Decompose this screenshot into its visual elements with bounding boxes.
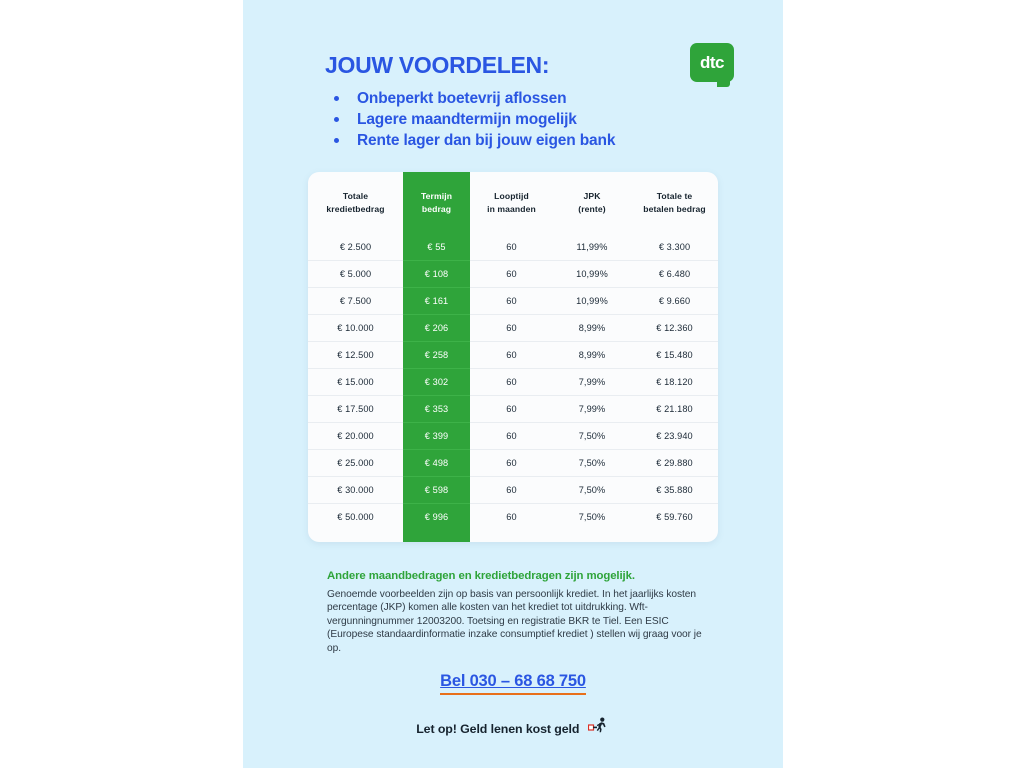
cell-termijn: € 399 — [403, 422, 470, 450]
cell-krediet: € 10.000 — [308, 314, 403, 342]
column-header-krediet: Totale kredietbedrag — [326, 191, 385, 214]
cell-looptijd: 60 — [470, 476, 553, 504]
cell-totaal: € 3.300 — [658, 242, 691, 252]
cell-jkp: 7,50% — [553, 422, 631, 450]
cell-jkp: 7,99% — [553, 395, 631, 423]
cell-looptijd: 60 — [506, 242, 517, 252]
cell-looptijd: 60 — [470, 422, 553, 450]
cell-jkp: 7,99% — [553, 368, 631, 396]
cell-totaal: € 18.120 — [631, 368, 718, 396]
footer-title: Andere maandbedragen en kredietbedragen … — [327, 570, 635, 582]
table-row: € 2.500 € 55 60 11,99% € 3.300 — [308, 234, 718, 261]
warning-block: Let op! Geld lenen kost geld — [243, 717, 783, 739]
cell-termijn: € 598 — [403, 476, 470, 504]
cell-looptijd: 60 — [470, 287, 553, 315]
logo-text: dtc — [700, 53, 725, 72]
cell-looptijd: 60 — [470, 395, 553, 423]
column-header-totaal: Totale te betalen bedrag — [643, 191, 706, 214]
cell-totaal: € 12.360 — [631, 314, 718, 342]
cell-totaal: € 35.880 — [631, 476, 718, 504]
table-row: € 10.000 € 206 60 8,99% € 12.360 — [308, 314, 718, 342]
cell-termijn: € 258 — [403, 341, 470, 369]
table-row: € 15.000 € 302 60 7,99% € 18.120 — [308, 368, 718, 396]
cell-krediet: € 20.000 — [308, 422, 403, 450]
cell-jkp: 8,99% — [553, 341, 631, 369]
walking-person-icon — [587, 717, 610, 738]
logo-body — [690, 43, 734, 82]
cell-jkp: 8,99% — [553, 314, 631, 342]
cell-looptijd: 60 — [470, 341, 553, 369]
rates-table: Totale kredietbedrag Termijn bedrag Loopti… — [308, 172, 718, 530]
cell-krediet: € 12.500 — [308, 341, 403, 369]
benefit-item-3: Rente lager dan bij jouw eigen bank — [325, 130, 745, 151]
table-row: € 20.000 € 399 60 7,50% € 23.940 — [308, 422, 718, 450]
cell-termijn: € 55 — [427, 242, 446, 252]
warning-text: Let op! Geld lenen kost geld — [416, 721, 580, 736]
cell-looptijd: 60 — [470, 314, 553, 342]
cell-krediet: € 50.000 — [308, 503, 403, 530]
cell-looptijd: 60 — [470, 368, 553, 396]
cell-jkp: 10,99% — [553, 260, 631, 288]
cell-totaal: € 29.880 — [631, 449, 718, 477]
cell-totaal: € 15.480 — [631, 341, 718, 369]
cell-krediet: € 25.000 — [308, 449, 403, 477]
dtc-logo: dtc — [690, 43, 734, 89]
table-row: € 30.000 € 598 60 7,50% € 35.880 — [308, 476, 718, 504]
cell-krediet: € 30.000 — [308, 476, 403, 504]
benefit-item-2: Lagere maandtermijn mogelijk — [325, 109, 745, 130]
footer-disclaimer: Genoemde voorbeelden zijn op basis van p… — [327, 589, 702, 654]
cell-krediet: € 7.500 — [308, 287, 403, 315]
header-block: JOUW VOORDELEN: Onbeperkt boetevrij aflo… — [325, 52, 745, 151]
rates-table-card: Totale kredietbedrag Termijn bedrag Loopti… — [308, 172, 718, 542]
cell-termijn: € 161 — [403, 287, 470, 315]
cell-jkp: 10,99% — [553, 287, 631, 315]
table-row: € 5.000 € 108 60 10,99% € 6.480 — [308, 260, 718, 288]
column-header-termijn: Termijn bedrag — [420, 191, 453, 214]
cell-termijn: € 498 — [403, 449, 470, 477]
cell-krediet: € 5.000 — [308, 260, 403, 288]
cell-termijn: € 206 — [403, 314, 470, 342]
cell-totaal: € 23.940 — [631, 422, 718, 450]
column-header-looptijd: Looptijd in maanden — [487, 191, 536, 214]
cell-jkp: 7,50% — [553, 476, 631, 504]
cell-totaal: € 9.660 — [631, 287, 718, 315]
cell-looptijd: 60 — [470, 503, 553, 530]
poster-canvas: JOUW VOORDELEN: Onbeperkt boetevrij aflo… — [243, 0, 783, 768]
cell-termijn: € 108 — [403, 260, 470, 288]
table-row: € 12.500 € 258 60 8,99% € 15.480 — [308, 341, 718, 369]
table-header-row: Totale kredietbedrag Termijn bedrag Loopti… — [308, 172, 718, 234]
phone-link[interactable]: Bel 030 – 68 68 750 — [440, 672, 586, 695]
cell-termijn: € 353 — [403, 395, 470, 423]
cell-totaal: € 21.180 — [631, 395, 718, 423]
cell-looptijd: 60 — [470, 260, 553, 288]
cell-termijn: € 996 — [403, 503, 470, 530]
column-header-jkp: JPK (rente) — [578, 191, 606, 214]
cell-termijn: € 302 — [403, 368, 470, 396]
table-row: € 7.500 € 161 60 10,99% € 9.660 — [308, 287, 718, 315]
cell-krediet: € 2.500 — [339, 242, 372, 252]
cell-jkp: 7,50% — [553, 503, 631, 530]
cell-jkp: 11,99% — [576, 242, 608, 252]
cell-krediet: € 17.500 — [308, 395, 403, 423]
cell-totaal: € 6.480 — [631, 260, 718, 288]
table-row: € 50.000 € 996 60 7,50% € 59.760 — [308, 503, 718, 530]
cell-krediet: € 15.000 — [308, 368, 403, 396]
phone-block: Bel 030 – 68 68 750 — [243, 672, 783, 695]
table-body: € 2.500 € 55 60 11,99% € 3.300 € 5.000 € 108 60… — [308, 234, 718, 530]
page-title: JOUW VOORDELEN: — [325, 52, 550, 78]
benefits-list: Onbeperkt boetevrij aflossen Lagere maan… — [325, 88, 745, 151]
table-row: € 17.500 € 353 60 7,99% € 21.180 — [308, 395, 718, 423]
benefit-item-1: Onbeperkt boetevrij aflossen — [325, 88, 745, 109]
cell-totaal: € 59.760 — [631, 503, 718, 530]
cell-looptijd: 60 — [470, 449, 553, 477]
table-row: € 25.000 € 498 60 7,50% € 29.880 — [308, 449, 718, 477]
cell-jkp: 7,50% — [553, 449, 631, 477]
footer-block: Andere maandbedragen en kredietbedragen … — [327, 570, 717, 655]
